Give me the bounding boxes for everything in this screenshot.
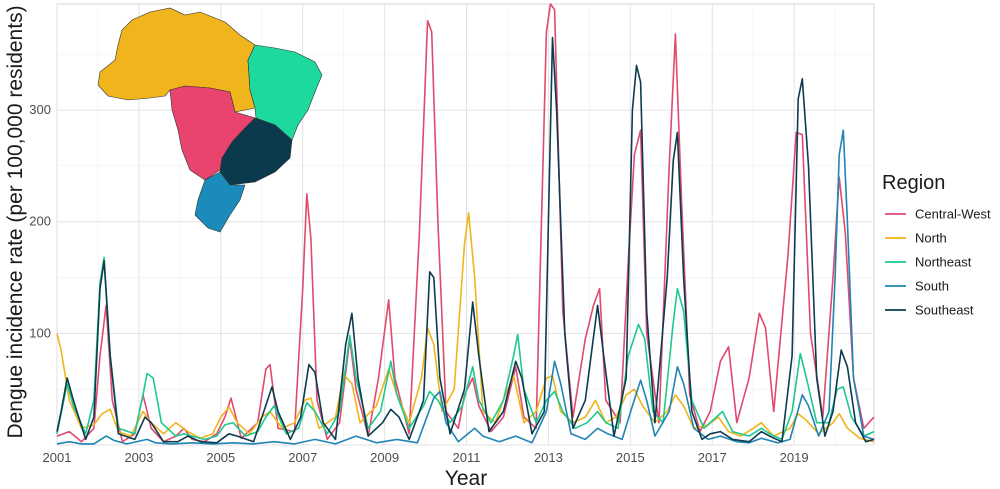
legend-label-central-west: Central-West (915, 207, 991, 222)
series-line-north (56, 212, 875, 443)
series-line-southeast (56, 36, 875, 444)
series-line-northeast (56, 256, 875, 441)
legend: Region Central-West North Northeast South So… (882, 172, 991, 318)
y-axis-title: Dengue incidence rate (per 100,000 resid… (4, 5, 27, 438)
y-tick-label: 100 (29, 325, 51, 340)
legend-label-southeast: Southeast (915, 303, 974, 318)
y-tick-label: 200 (29, 214, 51, 229)
x-axis-title: Year (445, 467, 487, 489)
x-tick-label: 2001 (43, 450, 72, 465)
x-tick-label: 2003 (124, 450, 153, 465)
series-line-south (56, 129, 875, 445)
x-tick-label: 2007 (288, 450, 317, 465)
legend-title: Region (882, 172, 945, 194)
y-tick-label: 300 (29, 102, 51, 117)
legend-label-northeast: Northeast (915, 255, 972, 270)
map-region-south (194, 171, 246, 233)
x-tick-label: 2015 (616, 450, 645, 465)
series-lines (56, 3, 875, 445)
x-tick-labels: 2001 2003 2005 2007 2009 2011 2013 2015 2017 2019 (43, 450, 809, 465)
x-tick-label: 2011 (453, 450, 481, 465)
y-tick-labels: 100 200 300 (29, 102, 51, 340)
x-tick-label: 2005 (206, 450, 235, 465)
map-region-northeast (247, 44, 323, 141)
legend-label-north: North (915, 231, 947, 246)
x-tick-label: 2009 (370, 450, 399, 465)
x-tick-label: 2017 (698, 450, 727, 465)
x-tick-label: 2019 (780, 450, 809, 465)
x-tick-label: 2013 (534, 450, 563, 465)
map-inset (97, 7, 323, 233)
legend-label-south: South (915, 279, 949, 294)
map-region-southeast (219, 117, 293, 186)
